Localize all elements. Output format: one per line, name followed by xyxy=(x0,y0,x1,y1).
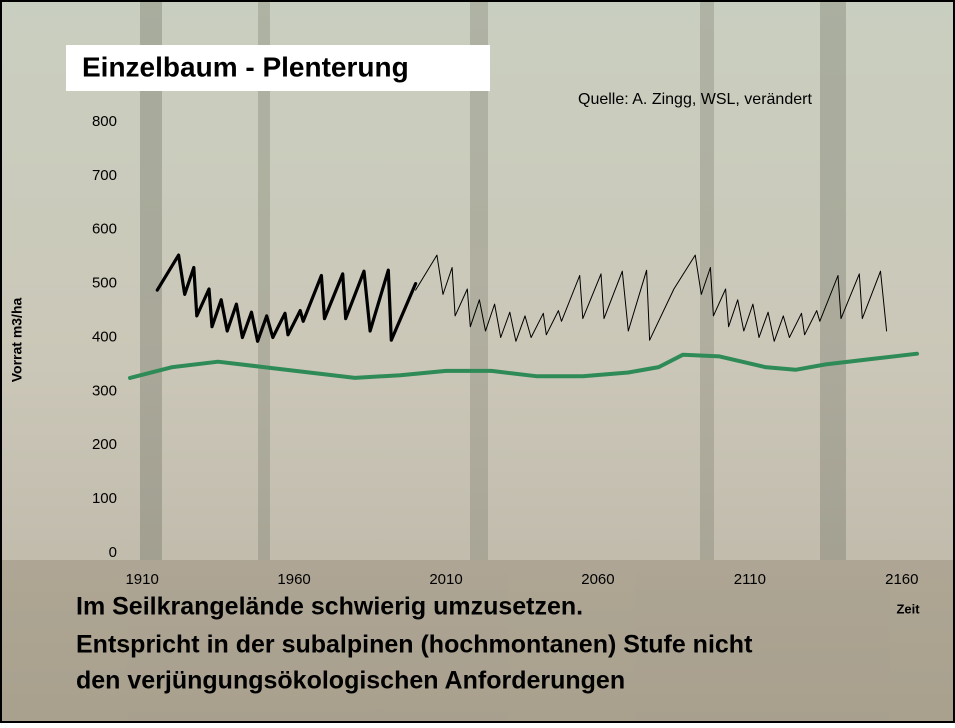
source-note: Quelle: A. Zingg, WSL, verändert xyxy=(578,91,812,108)
y-tick-label: 100 xyxy=(92,490,117,507)
chart-title: Einzelbaum - Plenterung xyxy=(82,51,409,82)
y-tick-label: 400 xyxy=(92,328,117,345)
x-tick-label: 1910 xyxy=(125,571,158,588)
x-tick-label: 1960 xyxy=(277,571,310,588)
slide: Einzelbaum - Plenterung Quelle: A. Zingg… xyxy=(0,0,955,723)
x-tick-label: 2060 xyxy=(581,571,614,588)
body-text: Im Seilkrangelände schwierig umzusetzen. xyxy=(76,593,583,621)
y-tick-label: 300 xyxy=(92,382,117,399)
body-text: Entspricht in der subalpinen (hochmontan… xyxy=(76,631,753,659)
x-axis-label: Zeit xyxy=(896,601,920,616)
y-tick-label: 600 xyxy=(92,221,117,238)
y-axis-label: Vorrat m3/ha xyxy=(9,298,25,383)
y-tick-label: 500 xyxy=(92,275,117,292)
body-text: den verjüngungsökologischen Anforderunge… xyxy=(76,667,625,695)
y-tick-label: 200 xyxy=(92,436,117,453)
y-tick-label: 700 xyxy=(92,167,117,184)
y-tick-label: 0 xyxy=(109,544,117,561)
x-tick-label: 2010 xyxy=(429,571,462,588)
y-tick-label: 800 xyxy=(92,113,117,130)
x-tick-label: 2160 xyxy=(885,571,918,588)
x-tick-label: 2110 xyxy=(734,571,766,588)
